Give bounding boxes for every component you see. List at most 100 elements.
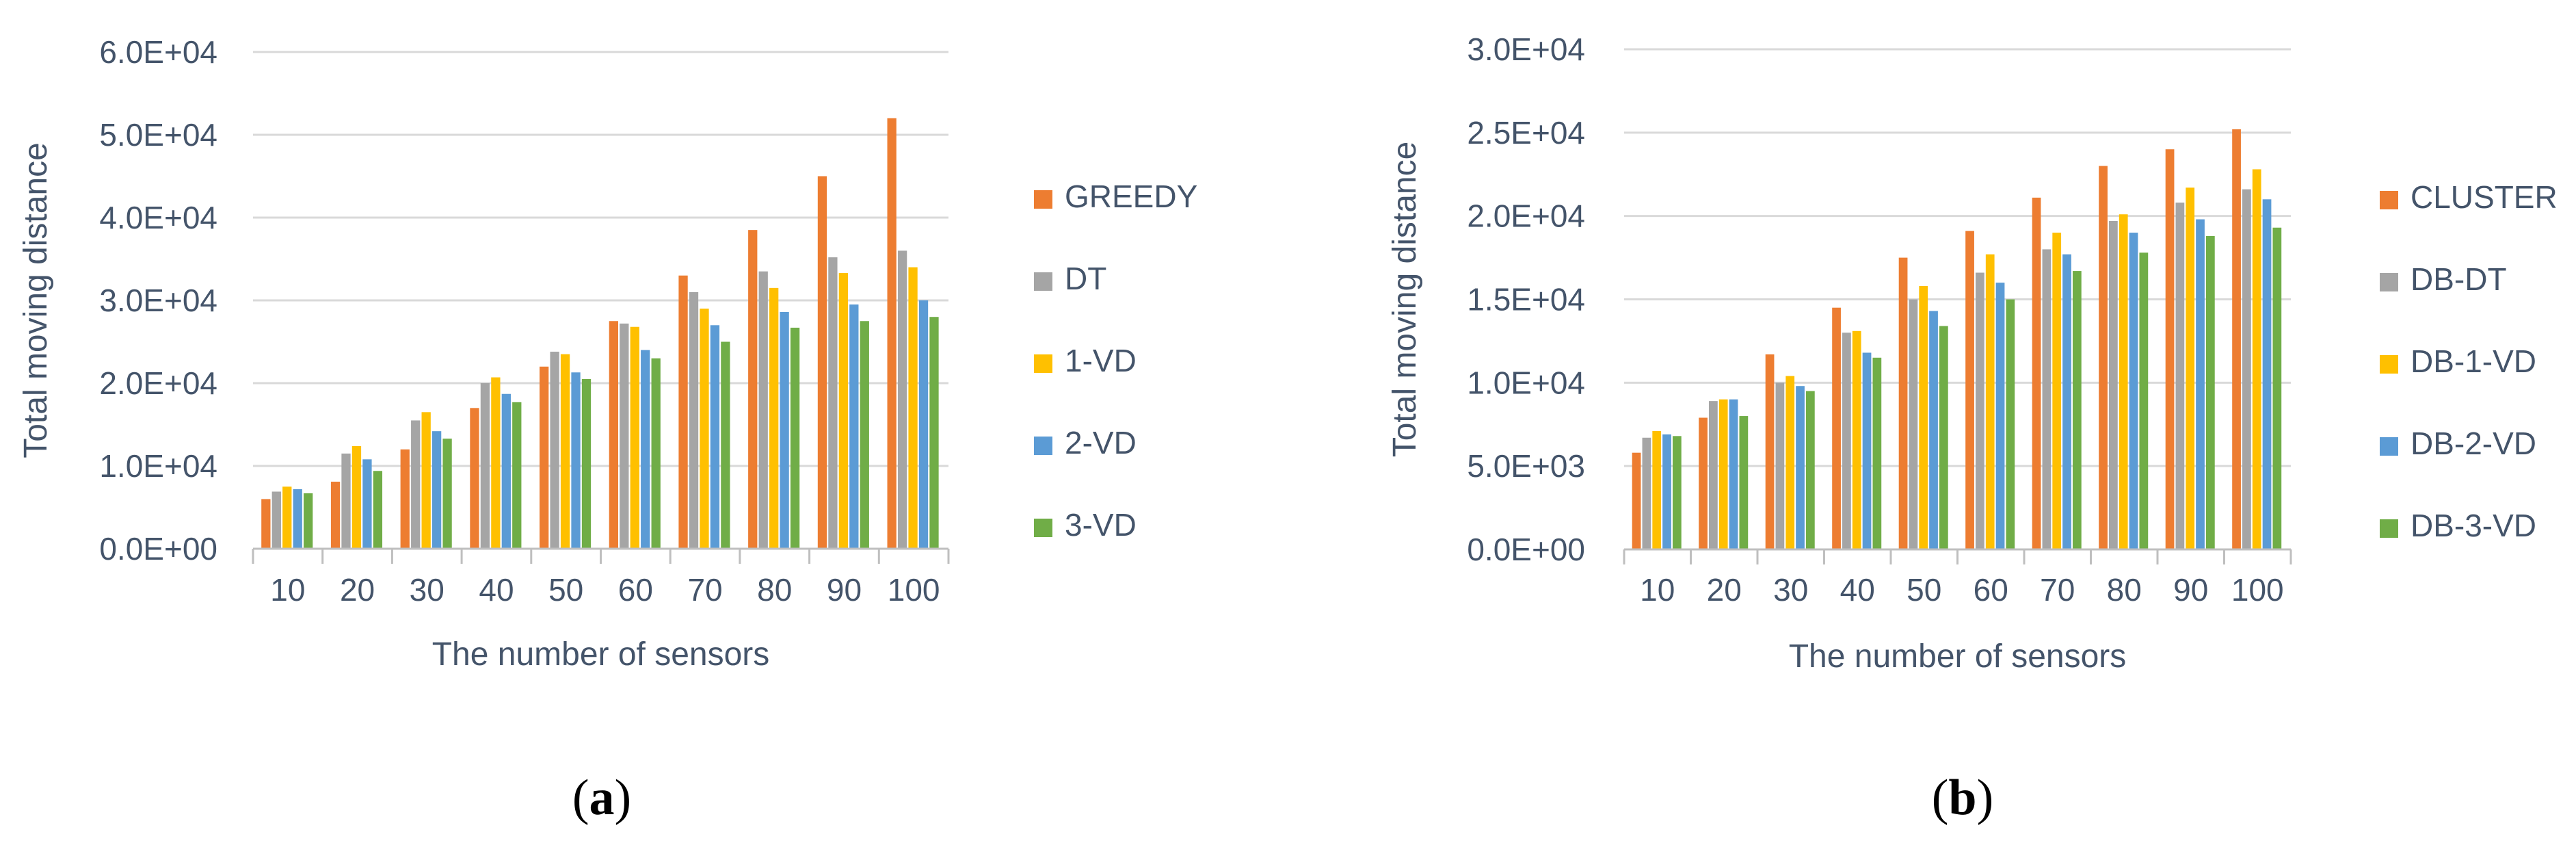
legend-swatch <box>1034 519 1052 537</box>
bar-dt-30 <box>411 420 421 549</box>
bar-2-vd-40 <box>501 393 511 549</box>
bar-db-dt-90 <box>2175 203 2185 549</box>
legend-swatch <box>1034 272 1052 291</box>
bar-greedy-20 <box>330 481 341 549</box>
bar-db-dt-50 <box>1909 299 1918 549</box>
y-tick-label: 3.0E+04 <box>99 283 217 318</box>
legend-swatch <box>2380 437 2398 456</box>
legend-label: 1-VD <box>1065 343 1137 378</box>
x-tick-label: 100 <box>888 572 940 608</box>
bar-db-3-vd-10 <box>1672 436 1682 549</box>
x-tick-label: 90 <box>827 572 862 608</box>
legend-swatch <box>1034 437 1052 455</box>
bar-db-1-vd-20 <box>1718 399 1728 549</box>
panel-label: (b) <box>1932 770 1993 826</box>
bar-1-vd-10 <box>282 486 292 549</box>
bar-db-3-vd-80 <box>2139 252 2149 549</box>
bar-dt-100 <box>897 250 907 549</box>
bar-db-1-vd-90 <box>2186 187 2195 549</box>
bar-db-dt-20 <box>1709 401 1718 549</box>
bar-dt-60 <box>620 323 629 549</box>
bar-2-vd-60 <box>641 350 650 549</box>
x-tick-label: 90 <box>2173 572 2208 608</box>
x-axis-title: The number of sensors <box>432 636 770 673</box>
bar-db-dt-30 <box>1775 382 1785 549</box>
bar-2-vd-50 <box>571 372 581 549</box>
bar-db-2-vd-20 <box>1729 399 1738 549</box>
bar-greedy-90 <box>817 176 827 549</box>
bar-db-1-vd-30 <box>1785 376 1795 549</box>
x-tick-label: 30 <box>410 572 444 608</box>
bar-db-3-vd-30 <box>1805 391 1815 549</box>
bar-db-3-vd-60 <box>2006 299 2015 549</box>
bar-3-vd-70 <box>721 341 730 549</box>
bar-db-2-vd-70 <box>2062 254 2071 549</box>
bar-db-1-vd-70 <box>2052 233 2062 549</box>
bar-3-vd-60 <box>651 358 661 549</box>
bar-cluster-80 <box>2099 166 2108 550</box>
bar-1-vd-20 <box>351 445 362 549</box>
bar-3-vd-40 <box>512 402 522 549</box>
bar-cluster-60 <box>1965 231 1974 549</box>
y-axis-title: Total moving distance <box>18 142 54 458</box>
bar-db-dt-10 <box>1642 437 1651 549</box>
x-tick-label: 60 <box>1974 572 2008 608</box>
x-tick-label: 30 <box>1773 572 1808 608</box>
y-tick-label: 2.0E+04 <box>99 365 217 401</box>
y-tick-label: 4.0E+04 <box>99 200 217 235</box>
x-tick-label: 70 <box>2040 572 2075 608</box>
bar-greedy-50 <box>540 366 549 549</box>
legend-label: DT <box>1065 261 1106 296</box>
bar-db-dt-40 <box>1842 333 1851 549</box>
bar-1-vd-30 <box>421 412 431 549</box>
x-tick-label: 50 <box>1907 572 1941 608</box>
bar-greedy-60 <box>609 321 618 549</box>
bar-db-2-vd-80 <box>2129 233 2138 549</box>
x-tick-label: 40 <box>479 572 514 608</box>
x-tick-label: 10 <box>270 572 305 608</box>
bar-cluster-20 <box>1699 417 1708 549</box>
bar-db-3-vd-50 <box>1939 326 1948 549</box>
bar-db-1-vd-50 <box>1919 286 1928 549</box>
legend-label: 2-VD <box>1065 425 1137 460</box>
bar-2-vd-100 <box>918 300 929 549</box>
y-tick-label: 0.0E+00 <box>99 531 217 567</box>
legend-label: GREEDY <box>1065 179 1197 214</box>
legend: GREEDY DT 1-VD 2-VD 3-VD <box>1034 179 1197 543</box>
bar-db-2-vd-30 <box>1796 386 1805 549</box>
bar-1-vd-80 <box>769 287 779 549</box>
bar-db-2-vd-50 <box>1929 311 1938 549</box>
bar-db-3-vd-70 <box>2072 271 2082 549</box>
bar-cluster-70 <box>2032 197 2041 549</box>
chart-a: 0.0E+00 1.0E+04 2.0E+04 3.0E+04 4.0E+04 5.0E+… <box>18 34 1197 826</box>
bar-1-vd-40 <box>491 377 501 549</box>
bar-cluster-100 <box>2232 129 2241 549</box>
bar-db-2-vd-100 <box>2262 199 2272 549</box>
legend-swatch <box>1034 354 1052 373</box>
bar-2-vd-80 <box>780 311 789 549</box>
legend-swatch <box>2380 191 2398 209</box>
bar-cluster-90 <box>2165 149 2175 549</box>
bar-db-1-vd-40 <box>1852 330 1861 549</box>
bar-1-vd-50 <box>560 354 570 549</box>
bar-1-vd-100 <box>908 267 918 549</box>
bar-cluster-40 <box>1832 307 1841 549</box>
x-tick-label: 60 <box>618 572 653 608</box>
bar-3-vd-80 <box>790 327 800 549</box>
x-tick-label: 80 <box>2107 572 2142 608</box>
y-tick-label: 0.0E+00 <box>1467 532 1585 567</box>
bar-dt-10 <box>271 491 281 549</box>
y-tick-label: 6.0E+04 <box>99 34 217 70</box>
y-tick-label: 5.0E+04 <box>99 117 217 153</box>
x-tick-label: 100 <box>2231 572 2284 608</box>
x-tick-label: 20 <box>340 572 375 608</box>
bar-db-2-vd-60 <box>1995 283 2005 549</box>
legend: CLUSTER DB-DT DB-1-VD DB-2-VD DB-3-VD <box>2380 179 2558 543</box>
bar-2-vd-10 <box>293 489 302 549</box>
chart-b: 0.0E+00 5.0E+03 1.0E+04 1.5E+04 2.0E+04 2.5E+… <box>1387 31 2558 826</box>
x-tick-label: 80 <box>757 572 792 608</box>
legend-label: DB-1-VD <box>2411 343 2536 379</box>
bar-greedy-100 <box>887 118 897 549</box>
bar-db-dt-100 <box>2242 189 2251 549</box>
